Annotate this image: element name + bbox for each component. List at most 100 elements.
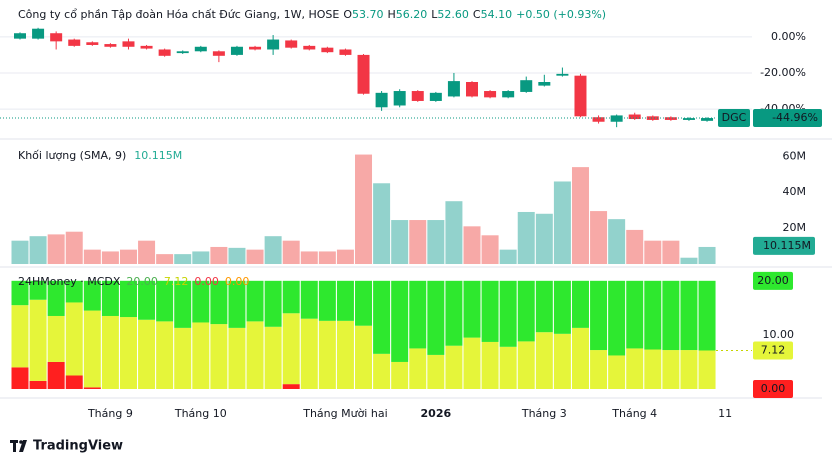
volume-bar bbox=[463, 226, 481, 264]
volume-bar bbox=[138, 240, 156, 264]
candle-body bbox=[176, 51, 189, 54]
symbol-label: DGC bbox=[722, 111, 747, 124]
candle-body bbox=[411, 91, 424, 101]
candle-body bbox=[574, 75, 587, 117]
mcdx-segment bbox=[83, 280, 101, 311]
candle-body bbox=[393, 91, 406, 106]
logo-part bbox=[19, 440, 27, 452]
mcdx-segment bbox=[445, 345, 463, 389]
mcdx-segment bbox=[608, 280, 626, 356]
mcdx-segment bbox=[680, 350, 698, 389]
candle-body bbox=[104, 44, 117, 47]
mcdx-segment bbox=[65, 280, 83, 303]
value-badge-label: 20.00 bbox=[757, 274, 789, 287]
mcdx-segment bbox=[463, 337, 481, 389]
mcdx-segment bbox=[590, 280, 608, 351]
candle-body bbox=[610, 115, 623, 122]
volume-bar bbox=[535, 213, 553, 264]
candle-body bbox=[158, 49, 171, 56]
candle-body bbox=[682, 118, 695, 120]
symbol-badge bbox=[718, 109, 750, 128]
mcdx-segment bbox=[626, 280, 644, 349]
volume-bar bbox=[698, 246, 716, 264]
mcdx-segment bbox=[29, 280, 47, 300]
candle-body bbox=[646, 116, 659, 120]
volume-bar bbox=[373, 183, 391, 264]
candle-body bbox=[86, 42, 99, 45]
mcdx-segment bbox=[698, 350, 716, 389]
mcdx-segment bbox=[47, 280, 65, 316]
ohlc-value: 54.10 bbox=[481, 8, 513, 21]
mcdx-segment bbox=[680, 280, 698, 351]
mcdx-segment bbox=[571, 280, 589, 328]
candle-body bbox=[339, 49, 352, 55]
mcdx-segment bbox=[409, 348, 427, 389]
mcdx-segment bbox=[445, 280, 463, 346]
mcdx-segment bbox=[83, 310, 101, 388]
volume-bar bbox=[680, 257, 698, 264]
volume-bar bbox=[246, 249, 264, 264]
mcdx-segment bbox=[138, 280, 156, 320]
volume-bar bbox=[571, 167, 589, 264]
candle-body bbox=[375, 92, 388, 108]
mcdx-segment bbox=[264, 326, 282, 389]
volume-bar bbox=[427, 220, 445, 264]
ohlc-key: O bbox=[343, 8, 352, 21]
mcdx-segment bbox=[499, 346, 517, 389]
volume-bar bbox=[65, 231, 83, 264]
ohlc-key: C bbox=[473, 8, 481, 21]
candle-body bbox=[14, 33, 26, 39]
mcdx-segment bbox=[662, 350, 680, 389]
mcdx-segment bbox=[499, 280, 517, 347]
sma-badge bbox=[753, 236, 815, 255]
mcdx-segment bbox=[391, 361, 409, 389]
volume-bar bbox=[156, 254, 174, 264]
mcdx-segment bbox=[318, 320, 336, 389]
x-tick-label: Tháng 4 bbox=[611, 407, 657, 420]
candle-body bbox=[429, 92, 442, 101]
mcdx-segment bbox=[571, 327, 589, 389]
mcdx-segment bbox=[662, 280, 680, 351]
mcdx-segment bbox=[282, 313, 300, 385]
mcdx-segment bbox=[282, 280, 300, 314]
mcdx-segment bbox=[228, 280, 246, 328]
logo-part bbox=[19, 440, 23, 444]
last-price-label: -44.96% bbox=[772, 111, 818, 124]
volume-bar bbox=[83, 249, 101, 264]
change: +0.50 (+0.93%) bbox=[516, 8, 606, 21]
candle-body bbox=[249, 46, 262, 50]
candle-body bbox=[592, 117, 605, 122]
volume-bar bbox=[644, 240, 662, 264]
y-tick-label: 20M bbox=[783, 221, 807, 234]
volume-bar bbox=[355, 154, 373, 264]
ohlc-value: 53.70 bbox=[352, 8, 384, 21]
header: Công ty cổ phần Tập đoàn Hóa chất Đức Gi… bbox=[18, 8, 606, 21]
mcdx-segment bbox=[300, 318, 318, 389]
mcdx-segment bbox=[355, 280, 373, 326]
mcdx-segment bbox=[246, 321, 264, 389]
y-tick-label: 40M bbox=[783, 185, 807, 198]
candle-body bbox=[122, 41, 135, 47]
volume-bar bbox=[481, 235, 499, 264]
candle-body bbox=[628, 114, 641, 120]
candle-body bbox=[447, 81, 460, 97]
mcdx-segment bbox=[463, 280, 481, 338]
x-tick-label: Tháng 10 bbox=[174, 407, 227, 420]
candle-body bbox=[664, 117, 677, 120]
y-tick-label: 10.00 bbox=[763, 328, 795, 341]
candle-body bbox=[140, 45, 153, 49]
mcdx-segment bbox=[698, 280, 716, 351]
mcdx-segment bbox=[644, 349, 662, 389]
candle-body bbox=[303, 45, 316, 50]
mcdx-segment bbox=[427, 280, 445, 355]
mcdx-segment bbox=[608, 355, 626, 389]
mcdx-segment bbox=[47, 315, 65, 362]
volume-bar bbox=[445, 201, 463, 264]
mcdx-segment bbox=[517, 341, 535, 389]
candle-body bbox=[466, 82, 478, 97]
mcdx-segment bbox=[228, 327, 246, 389]
candle-body bbox=[556, 73, 569, 76]
x-tick-label: Tháng 3 bbox=[521, 407, 567, 420]
volume-bar bbox=[282, 240, 300, 264]
